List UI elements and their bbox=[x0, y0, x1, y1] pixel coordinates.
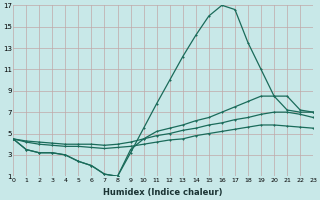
X-axis label: Humidex (Indice chaleur): Humidex (Indice chaleur) bbox=[103, 188, 223, 197]
